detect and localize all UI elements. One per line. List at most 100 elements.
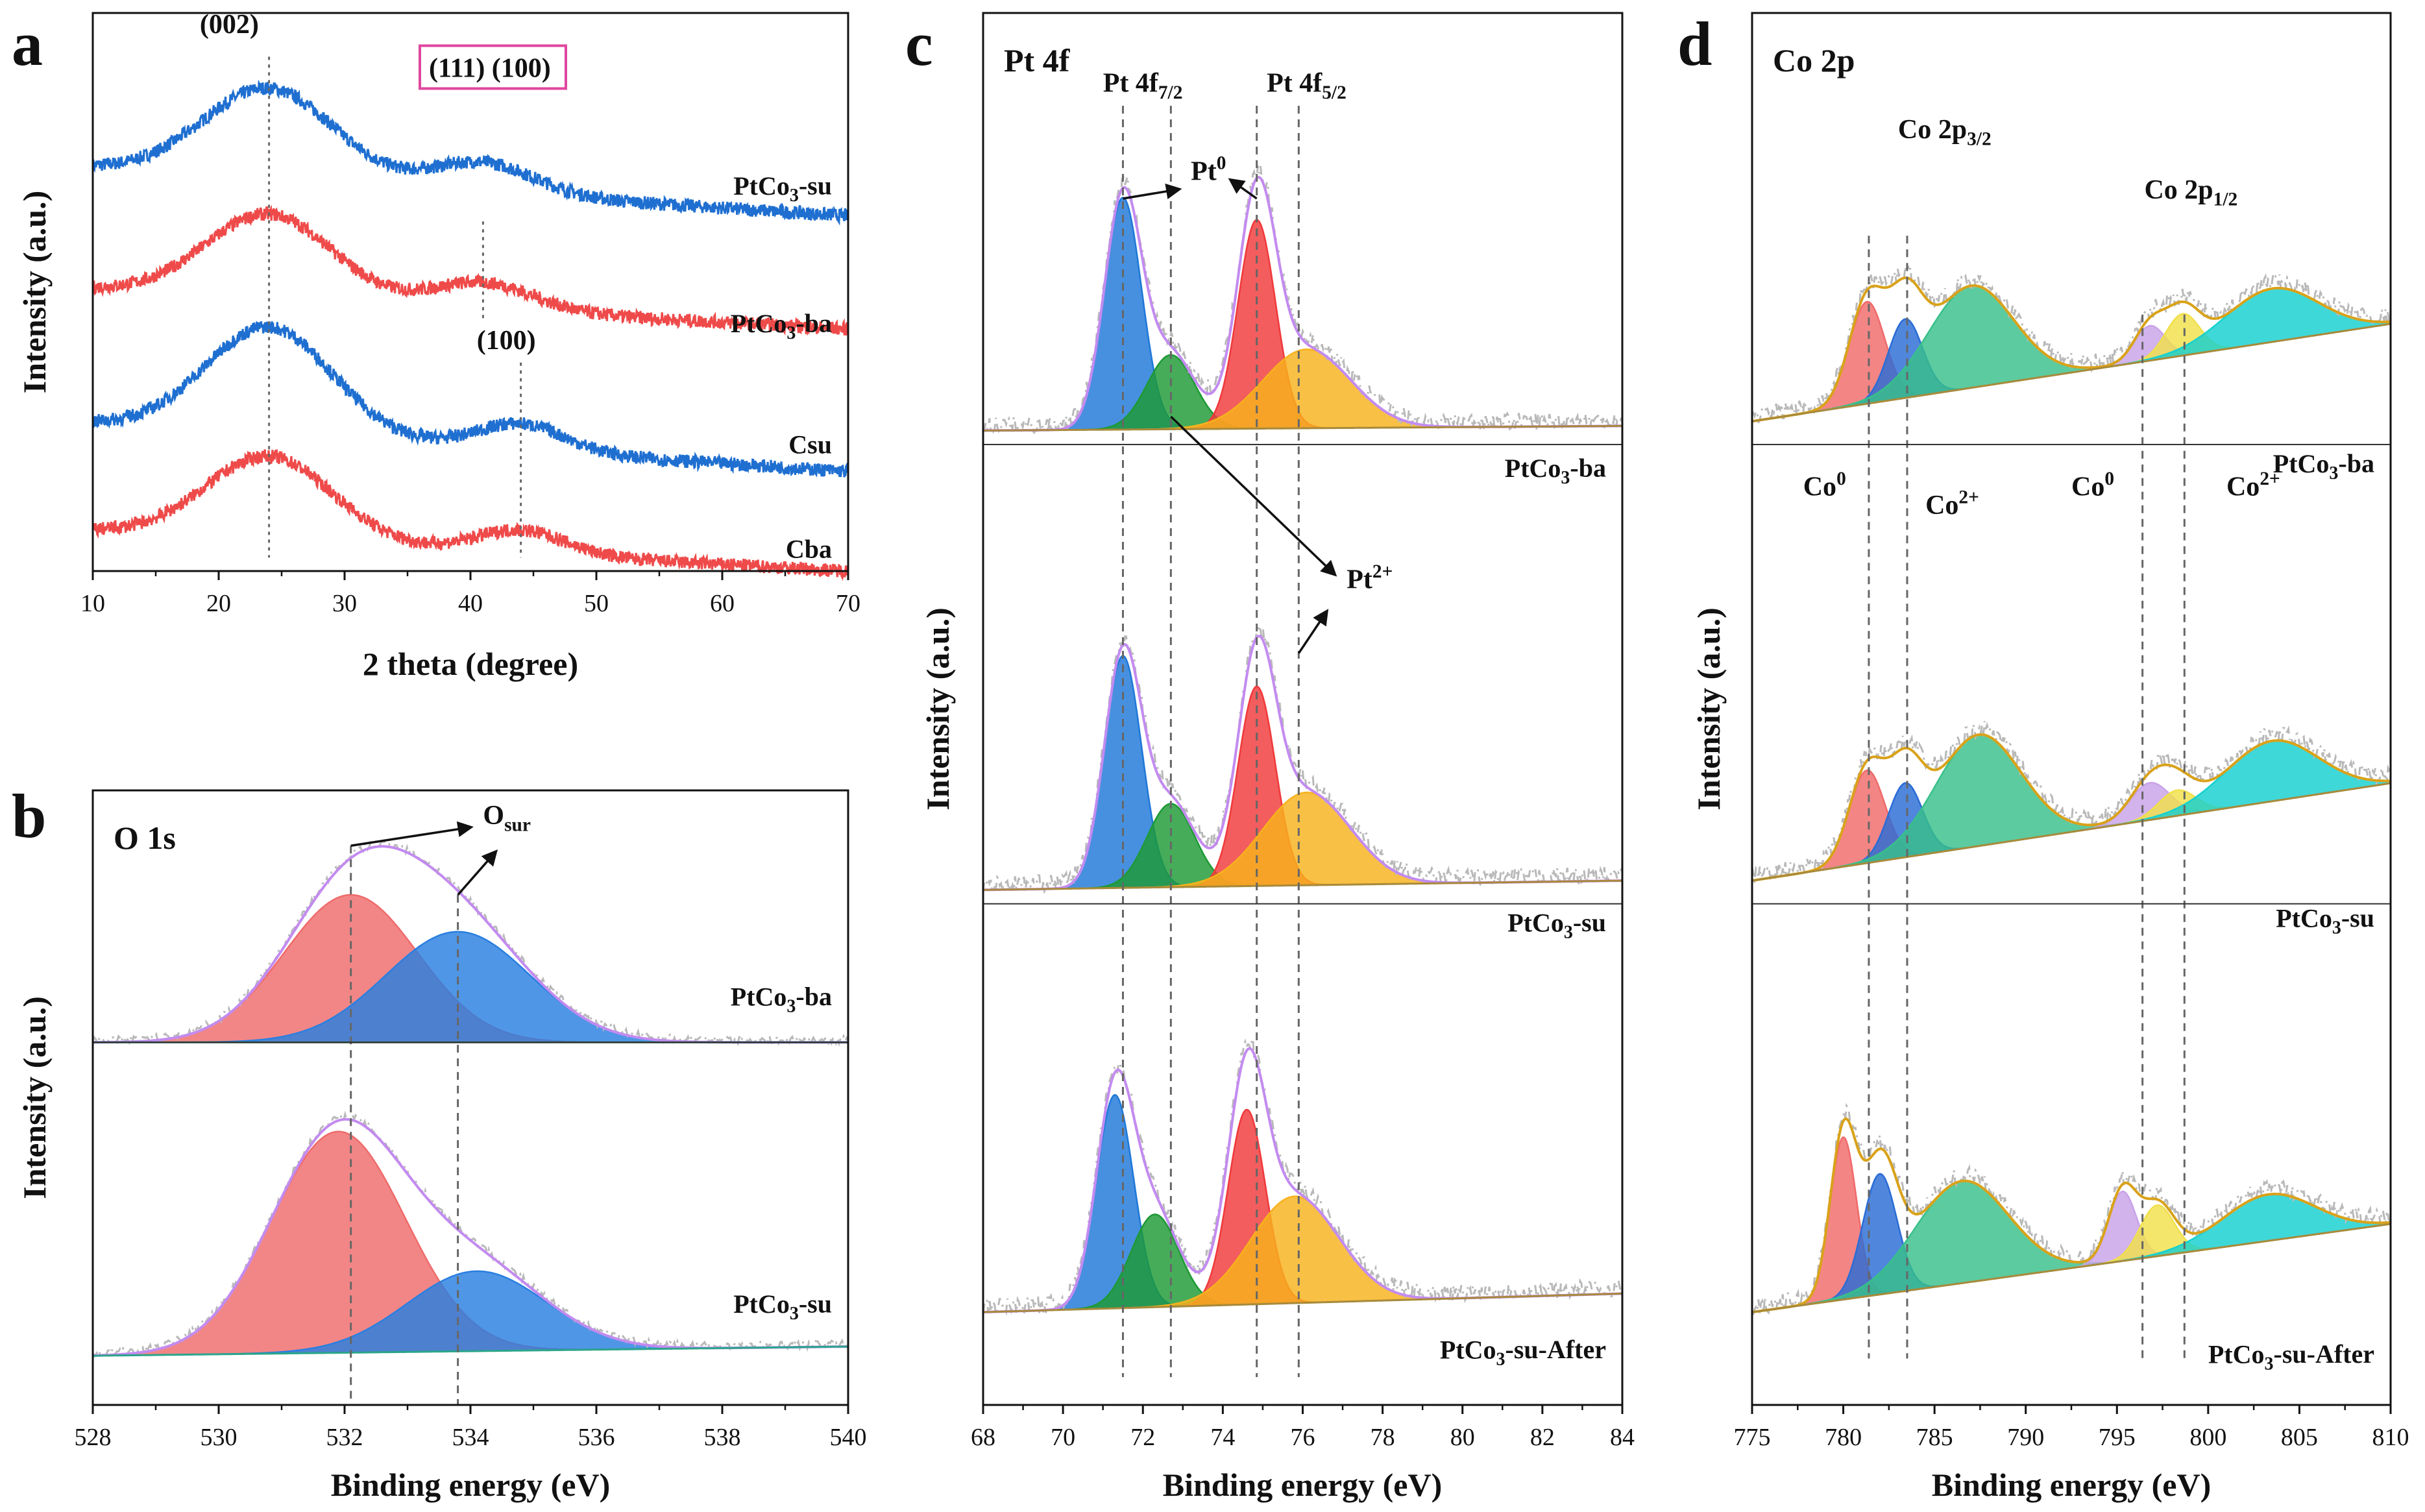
- panel-title-d: Co 2p: [1773, 42, 1855, 79]
- x-tick-label: 30: [332, 590, 357, 617]
- arrow: [1297, 609, 1329, 654]
- x-tick-label: 20: [206, 590, 231, 617]
- raw-data-PtCo3-ba: [91, 840, 849, 1047]
- arrow: [1228, 178, 1258, 200]
- x-tick-label: 72: [1130, 1424, 1155, 1451]
- x-tick-label: 530: [201, 1424, 238, 1451]
- x-tick-label: 80: [1450, 1424, 1475, 1451]
- y-axis-label-a: Intensity (a.u.): [16, 191, 53, 394]
- x-tick-label: 68: [971, 1424, 995, 1451]
- x-tick-label: 532: [326, 1424, 363, 1451]
- panel-letter-c: c: [905, 9, 933, 79]
- x-tick-label: 10: [80, 590, 105, 617]
- series-label: PtCo3-ba: [2273, 448, 2374, 483]
- envelope-PtCo3-su: [1751, 733, 2391, 882]
- envelope-PtCo3-ba: [1751, 276, 2391, 423]
- annotation-label: Co0: [2071, 469, 2114, 502]
- panel-letter-d: d: [1677, 9, 1712, 79]
- y-axis-label-b: Intensity (a.u.): [16, 996, 53, 1199]
- arrow: [457, 849, 498, 896]
- panel-c: c Pt 4f Pt 4f7/2 Pt 4f5/2 Pt0 Pt2+ PtCo3-ba PtC…: [905, 9, 1635, 1503]
- x-axis-label-c: Binding energy (eV): [1163, 1467, 1443, 1503]
- x-tick-label: 40: [458, 590, 483, 617]
- baseline-PtCo3-su: [983, 879, 1623, 891]
- y-axis-label-d: Intensity (a.u.): [1690, 607, 1727, 811]
- annotation-label: Co2+: [2226, 469, 2280, 502]
- plot-area-b: [91, 840, 849, 1405]
- annotation-label: (111) (100): [429, 53, 551, 83]
- baseline-PtCo3-su-After: [982, 1292, 1623, 1313]
- x-tick-label: 70: [836, 590, 860, 617]
- series-label: PtCo3-su: [1507, 908, 1606, 943]
- x-tick-label: 538: [704, 1424, 741, 1451]
- x-tick-label: 800: [2189, 1424, 2226, 1451]
- x-tick-label: 74: [1210, 1424, 1235, 1451]
- series-label: Csu: [788, 430, 832, 459]
- raw-data-PtCo3-ba: [982, 165, 1623, 435]
- x-tick-label: 76: [1291, 1424, 1315, 1451]
- annotation-box: [418, 44, 567, 90]
- x-tick-label: 84: [1610, 1424, 1635, 1451]
- baseline-PtCo3-ba: [983, 424, 1623, 432]
- panel-a: a (002) (111) (100) (100) PtCo3-su PtCo3-ba Cs…: [12, 9, 860, 682]
- series-line-Csu: [91, 321, 849, 478]
- x-tick-label: 790: [2007, 1424, 2044, 1451]
- raw-data-PtCo3-su-After: [982, 1038, 1624, 1316]
- annotation-label: Co2+: [1925, 487, 1979, 520]
- x-tick-label: 795: [2099, 1424, 2136, 1451]
- x-tick-label: 50: [584, 590, 609, 617]
- baseline-PtCo3-su: [93, 1345, 849, 1357]
- x-axis-label-b: Binding energy (eV): [331, 1467, 611, 1503]
- x-axis-label-d: Binding energy (eV): [1932, 1467, 2212, 1503]
- panel-title-b: O 1s: [114, 820, 176, 856]
- arrow: [1123, 183, 1182, 200]
- baseline-PtCo3-ba: [1751, 323, 2391, 422]
- y-axis-label-c: Intensity (a.u.): [920, 607, 956, 811]
- series-label: PtCo3-ba: [731, 309, 832, 344]
- series-label: PtCo3-ba: [731, 982, 832, 1017]
- series-line-PtCo3-ba: [91, 204, 849, 336]
- plot-area-a: [91, 56, 849, 581]
- x-tick-label: 70: [1051, 1424, 1075, 1451]
- x-tick-label: 82: [1530, 1424, 1555, 1451]
- panel-title-c: Pt 4f: [1004, 42, 1071, 79]
- x-tick-label: 805: [2281, 1424, 2318, 1451]
- x-tick-label: 60: [710, 590, 735, 617]
- annotation-label: (100): [477, 326, 536, 356]
- x-axis-label-a: 2 theta (degree): [363, 646, 578, 682]
- annotation-label: Co0: [1803, 469, 1846, 502]
- x-tick-label: 810: [2372, 1424, 2409, 1451]
- annotation-label: Osur: [483, 801, 531, 836]
- panel-b: b O 1s Osur PtCo3-ba PtCo3-su 528 530 532 534 536…: [12, 781, 867, 1503]
- x-tick-label: 780: [1825, 1424, 1862, 1451]
- x-tick-label: 540: [830, 1424, 867, 1451]
- series-label: PtCo3-su-After: [2208, 1339, 2374, 1374]
- series-label: PtCo3-su-After: [1440, 1335, 1606, 1370]
- baseline-PtCo3-su-After: [1751, 1223, 2391, 1313]
- panel-letter-b: b: [12, 781, 46, 851]
- x-tick-label: 528: [75, 1424, 112, 1451]
- arrow: [350, 821, 474, 847]
- series-line-Cba: [91, 448, 849, 581]
- x-tick-label: 775: [1734, 1424, 1771, 1451]
- annotation-label: Pt 4f7/2: [1103, 69, 1183, 104]
- series-label: PtCo3-su: [733, 171, 832, 206]
- annotation-label: Pt2+: [1347, 561, 1393, 595]
- annotation-label: Pt 4f5/2: [1267, 69, 1347, 104]
- x-tick-label: 534: [452, 1424, 489, 1451]
- annotation-label: Pt0: [1191, 153, 1226, 187]
- series-label: Cba: [786, 534, 832, 563]
- raw-data-PtCo3-su: [982, 625, 1624, 894]
- x-tick-label: 785: [1916, 1424, 1953, 1451]
- x-tick-label: 78: [1371, 1424, 1395, 1451]
- annotation-label: (002): [200, 10, 259, 40]
- series-label: PtCo3-ba: [1505, 454, 1606, 489]
- series-label: PtCo3-su: [733, 1289, 832, 1324]
- envelope-PtCo3-su-After: [1751, 1117, 2391, 1313]
- annotation-label: Co 2p3/2: [1898, 115, 1992, 150]
- x-tick-label: 536: [578, 1424, 615, 1451]
- annotation-label: Co 2p1/2: [2144, 175, 2237, 210]
- arrow: [1170, 415, 1337, 577]
